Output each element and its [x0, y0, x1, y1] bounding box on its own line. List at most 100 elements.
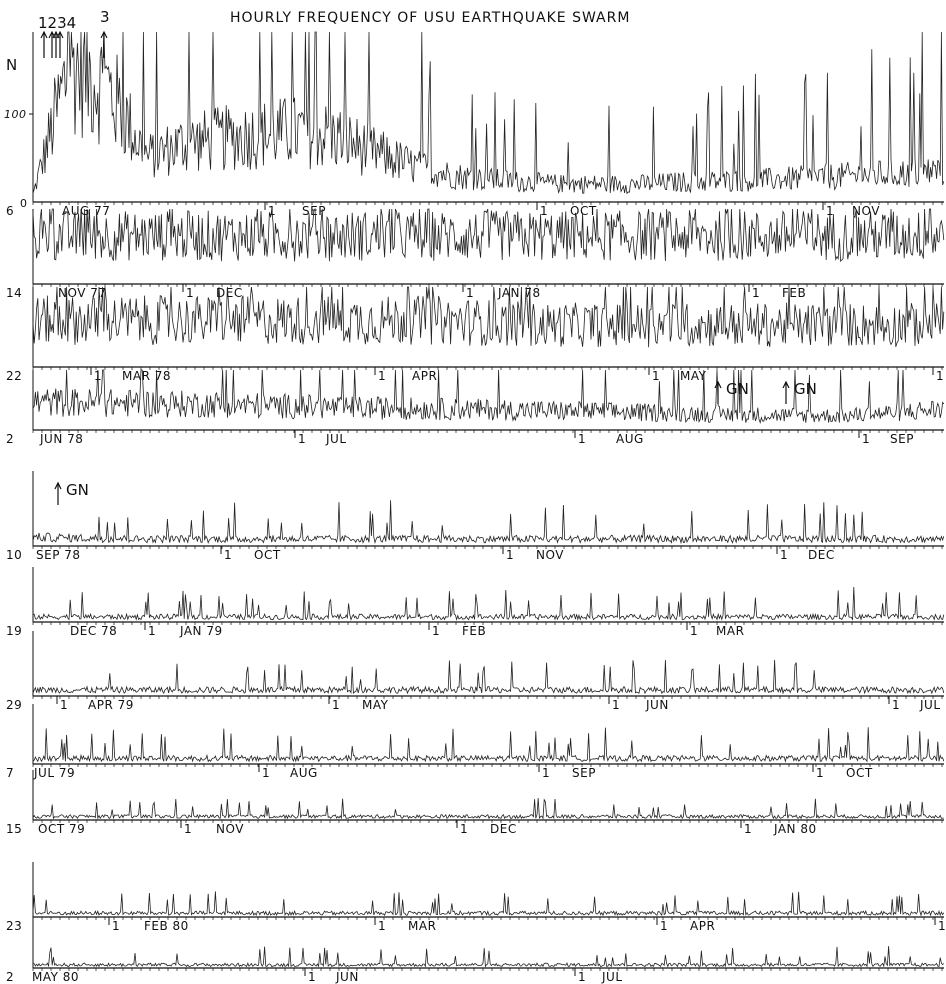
row-4-label-5: NOV: [536, 548, 564, 562]
row-9-label-2: FEB 80: [144, 919, 189, 933]
row-5-label-4: 1: [432, 624, 440, 638]
row-5-series-line: [32, 586, 945, 621]
row-1-label-5: JAN 78: [497, 286, 541, 300]
y-tick-0: 0: [20, 197, 28, 210]
row-3-label-3: JUL: [325, 432, 347, 446]
gn-arrow-head: [714, 380, 722, 389]
row-2-label-2: MAR 78: [122, 369, 171, 383]
row-8-series-line: [32, 798, 944, 820]
row-3-label-1: JUN 78: [39, 432, 83, 446]
row-0-series-line: [32, 31, 945, 195]
row-6-label-3: 1: [332, 698, 340, 712]
row-7-label-0: 7: [6, 766, 14, 780]
row-6-label-7: 1: [892, 698, 900, 712]
row-8-label-4: 1: [460, 822, 468, 836]
row-7-label-6: 1: [816, 766, 824, 780]
gn-annotation-label: GN: [794, 380, 817, 398]
row-10-series-line: [33, 946, 945, 968]
row-6-label-8: JUL: [919, 698, 941, 712]
row-2-series-line: [32, 286, 945, 348]
row-3-label-4: 1: [578, 432, 586, 446]
row-7-label-1: JUL 79: [33, 766, 75, 780]
row-9-label-7: 1: [938, 919, 946, 933]
row-8-label-6: 1: [744, 822, 752, 836]
gn-annotation-label: GN: [66, 481, 89, 499]
y-tick-100: 100: [4, 108, 27, 121]
row-10-label-1: MAY 80: [32, 970, 79, 984]
row-10-label-2: 1: [308, 970, 316, 984]
row-1-label-1: NOV 77: [58, 286, 107, 300]
row-7-label-7: OCT: [846, 766, 873, 780]
row-8-label-1: OCT 79: [38, 822, 85, 836]
row-5-label-1: DEC 78: [70, 624, 117, 638]
gn-arrow-head: [54, 481, 62, 490]
row-2-label-0: 22: [6, 369, 22, 383]
row-10-label-3: JUN: [335, 970, 359, 984]
row-4-series-line: [32, 500, 945, 545]
row-9-label-6: APR: [690, 919, 715, 933]
marker-label-3: 3: [100, 8, 110, 26]
row-0-label-4: 1: [540, 204, 548, 218]
row-5-label-7: MAR: [716, 624, 744, 638]
row-7-series-line: [32, 727, 945, 763]
row-8-label-7: JAN 80: [773, 822, 817, 836]
row-1-label-0: 14: [6, 286, 22, 300]
row-5-label-2: 1: [148, 624, 156, 638]
row-9-label-1: 1: [112, 919, 120, 933]
row-1-label-4: 1: [466, 286, 474, 300]
row-10-label-4: 1: [578, 970, 586, 984]
row-9-label-3: 1: [378, 919, 386, 933]
row-0-label-5: OCT: [570, 204, 597, 218]
gn-arrow-head: [782, 380, 790, 389]
row-7-label-4: 1: [542, 766, 550, 780]
row-4-label-4: 1: [506, 548, 514, 562]
row-3-label-5: AUG: [616, 432, 644, 446]
row-6-series-line: [32, 659, 945, 695]
row-0-label-6: 1: [826, 204, 834, 218]
gn-annotation-label: GN: [726, 380, 749, 398]
row-2-label-7: 1: [936, 369, 944, 383]
row-1-label-2: 1: [186, 286, 194, 300]
row-4-label-3: OCT: [254, 548, 281, 562]
row-9-label-5: 1: [660, 919, 668, 933]
row-9-label-4: MAR: [408, 919, 436, 933]
y-axis-label: N: [6, 56, 17, 74]
row-0-label-0: 6: [6, 204, 14, 218]
row-0-label-1: AUG 77: [62, 204, 110, 218]
row-7-label-5: SEP: [572, 766, 596, 780]
row-2-label-4: APR: [412, 369, 437, 383]
row-10-label-5: JUL: [601, 970, 623, 984]
row-2-label-3: 1: [378, 369, 386, 383]
row-4-label-0: 10: [6, 548, 22, 562]
row-2-label-5: 1: [652, 369, 660, 383]
row-9-label-0: 23: [6, 919, 22, 933]
row-8-label-5: DEC: [490, 822, 517, 836]
row-3-label-6: 1: [862, 432, 870, 446]
event-marker-arrowhead: [40, 30, 48, 39]
row-4-label-1: SEP 78: [36, 548, 81, 562]
row-10-label-0: 2: [6, 970, 14, 984]
row-3-label-7: SEP: [890, 432, 914, 446]
event-marker-arrowhead: [100, 30, 108, 39]
row-4-label-2: 1: [224, 548, 232, 562]
row-7-label-3: AUG: [290, 766, 318, 780]
row-5-label-3: JAN 79: [179, 624, 223, 638]
row-6-label-2: APR 79: [88, 698, 134, 712]
row-5-label-6: 1: [690, 624, 698, 638]
row-6-label-5: 1: [612, 698, 620, 712]
row-3-label-2: 1: [298, 432, 306, 446]
row-1-series-line: [32, 207, 945, 263]
row-7-label-2: 1: [262, 766, 270, 780]
event-marker-arrowhead: [56, 30, 64, 39]
row-6-label-4: MAY: [362, 698, 389, 712]
row-3-label-0: 2: [6, 432, 14, 446]
row-5-label-0: 19: [6, 624, 22, 638]
row-8-label-0: 15: [6, 822, 22, 836]
row-4-label-6: 1: [780, 548, 788, 562]
row-6-label-0: 29: [6, 698, 22, 712]
row-6-label-1: 1: [60, 698, 68, 712]
row-1-label-3: DEC: [216, 286, 243, 300]
row-2-label-6: MAY: [680, 369, 707, 383]
